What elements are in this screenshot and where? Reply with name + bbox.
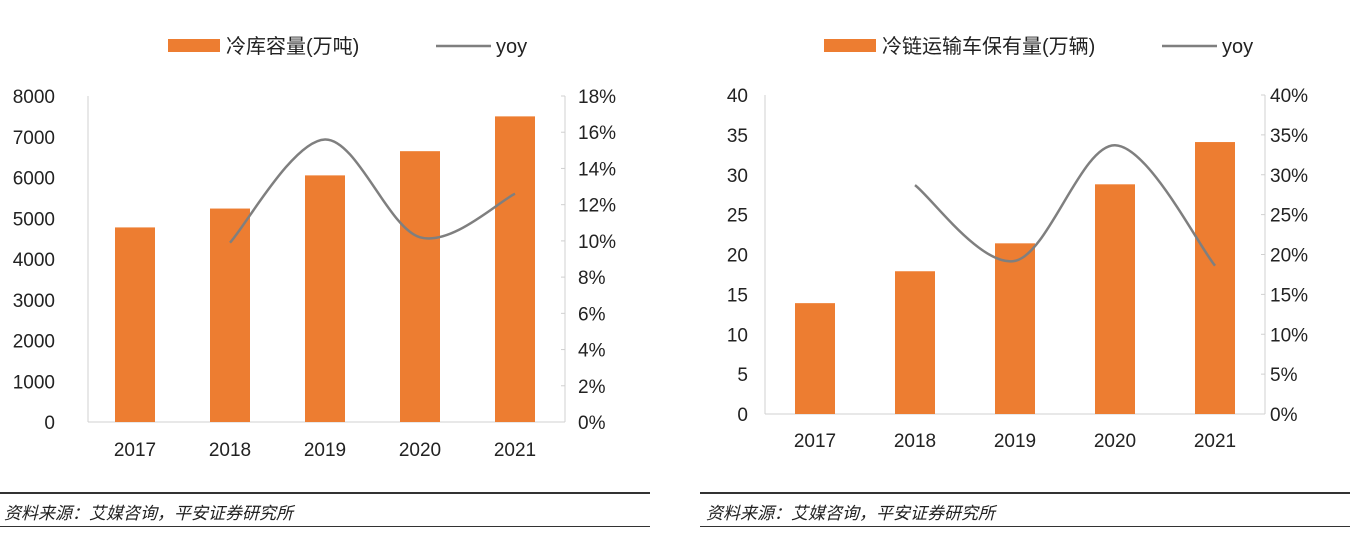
chart-1-y-left-tick-label: 6000: [13, 169, 55, 190]
chart-1-y-left-tick-label: 8000: [13, 87, 55, 108]
chart-2-y-right-tick-label: 25%: [1270, 206, 1308, 227]
chart-1-y-right-tick-label: 2%: [578, 377, 606, 398]
chart-2-y-right-tick-label: 0%: [1270, 405, 1298, 426]
chart-2-legend-bar-swatch: [824, 39, 876, 52]
source-note-left: 资料来源：艾媒咨询，平安证券研究所: [4, 504, 293, 524]
chart-2-y-left-tick-label: 25: [727, 206, 748, 227]
chart-1-y-right-tick-label: 12%: [578, 196, 616, 217]
chart-2-y-right-tick-label: 40%: [1270, 86, 1308, 107]
chart-1-x-tick-label: 2021: [494, 440, 536, 461]
chart-2-y-right-tick-label: 30%: [1270, 166, 1308, 187]
chart-1-bar-2021: [495, 116, 535, 422]
chart-1-y-right-tick-label: 4%: [578, 341, 606, 362]
chart-1-y-left-tick-label: 5000: [13, 209, 55, 230]
source-rule-top-left: [0, 492, 650, 494]
chart-2-bar-2020: [1095, 184, 1135, 414]
chart-2-bar-2018: [895, 271, 935, 414]
chart-1-x-tick-label: 2018: [209, 440, 251, 461]
chart-1-bar-2020: [400, 151, 440, 422]
chart-2-x-tick-label: 2019: [994, 431, 1036, 452]
chart-1-y-left-tick-label: 7000: [13, 128, 55, 149]
chart-2-x-tick-label: 2018: [894, 431, 936, 452]
chart-1-x-tick-label: 2019: [304, 440, 346, 461]
chart-1-legend-bar-swatch: [168, 39, 220, 52]
chart-2-y-left-tick-label: 20: [727, 246, 748, 267]
chart-1-y-left-tick-label: 3000: [13, 291, 55, 312]
chart-2-bar-2017: [795, 303, 835, 414]
source-rule-bottom-left: [0, 526, 650, 527]
chart-2-y-right-tick-label: 35%: [1270, 126, 1308, 147]
chart-2-y-right-tick-label: 20%: [1270, 246, 1308, 267]
chart-1-x-tick-label: 2020: [399, 440, 441, 461]
chart-2-legend-bar-label: 冷链运输车保有量(万辆): [882, 35, 1095, 58]
chart-2-x-tick-label: 2017: [794, 431, 836, 452]
source-note-right: 资料来源：艾媒咨询，平安证券研究所: [706, 504, 995, 524]
chart-2-x-tick-label: 2020: [1094, 431, 1136, 452]
chart-2-y-left-tick-label: 0: [737, 405, 748, 426]
chart-2-bar-2019: [995, 243, 1035, 414]
chart-2-y-left-tick-label: 5: [737, 365, 748, 386]
chart-2-legend-line-label: yoy: [1222, 36, 1253, 58]
chart-2-x-tick-label: 2021: [1194, 431, 1236, 452]
chart-1-y-right-tick-label: 8%: [578, 268, 606, 289]
chart-1-y-right-tick-label: 10%: [578, 232, 616, 253]
chart-2-y-right-tick-label: 15%: [1270, 285, 1308, 306]
chart-1-y-right-tick-label: 6%: [578, 304, 606, 325]
chart-2-y-left-tick-label: 30: [727, 166, 748, 187]
chart-1-legend-line-label: yoy: [496, 36, 527, 58]
chart-2-y-left-tick-label: 10: [727, 325, 748, 346]
chart-2-y-left-tick-label: 15: [727, 285, 748, 306]
chart-1-y-left-tick-label: 0: [44, 413, 55, 434]
chart-2-y-right-tick-label: 5%: [1270, 365, 1298, 386]
chart-1-x-tick-label: 2017: [114, 440, 156, 461]
source-rule-top-right: [700, 492, 1350, 494]
source-rule-bottom-right: [700, 526, 1350, 527]
chart-2-y-left-tick-label: 35: [727, 126, 748, 147]
chart-1-bar-2017: [115, 227, 155, 422]
chart-1-y-right-tick-label: 18%: [578, 87, 616, 108]
chart-1-y-left-tick-label: 1000: [13, 372, 55, 393]
chart-2-y-right-tick-label: 10%: [1270, 325, 1308, 346]
chart-1-y-right-tick-label: 14%: [578, 159, 616, 180]
chart-1-bar-2018: [210, 208, 250, 422]
chart-1-legend-bar-label: 冷库容量(万吨): [226, 35, 359, 58]
chart-1-bar-2019: [305, 175, 345, 422]
chart-2-yoy-line: [914, 143, 1216, 267]
chart-1-y-right-tick-label: 16%: [578, 123, 616, 144]
chart-2-bar-2021: [1195, 142, 1235, 415]
chart-2-y-left-tick-label: 40: [727, 86, 748, 107]
chart-1-y-left-tick-label: 4000: [13, 250, 55, 271]
chart-1-y-right-tick-label: 0%: [578, 413, 606, 434]
chart-1-y-left-tick-label: 2000: [13, 332, 55, 353]
chart-1-yoy-line: [229, 138, 516, 244]
